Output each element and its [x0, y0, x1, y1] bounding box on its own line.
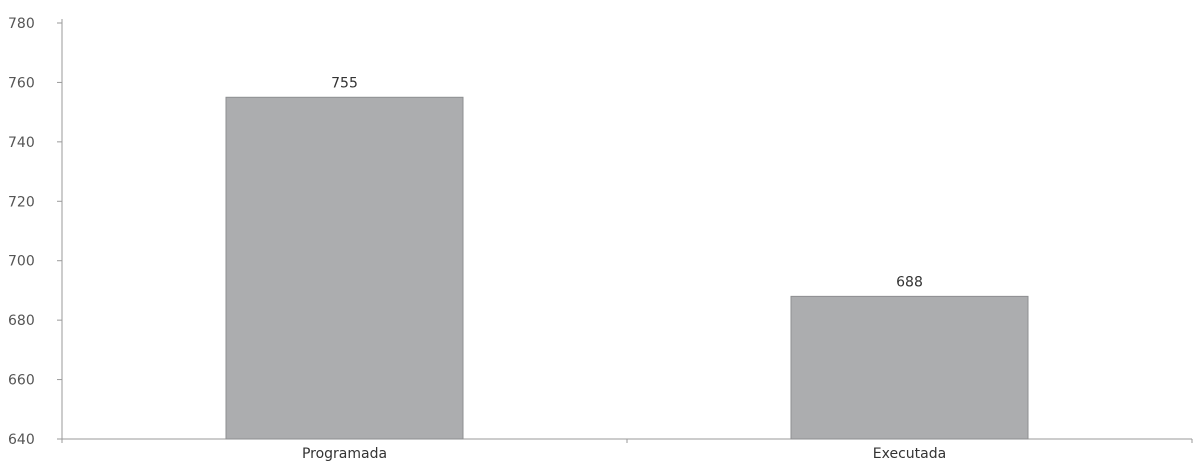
y-tick-label: 720 [8, 194, 35, 210]
y-tick-label: 680 [8, 313, 35, 329]
y-tick-label: 740 [8, 135, 35, 151]
y-axis: 640 660 680 700 720 740 760 780 [8, 16, 62, 448]
y-tick-label: 660 [8, 373, 35, 389]
y-tick-label: 700 [8, 254, 35, 270]
data-label-programada: 755 [331, 75, 358, 91]
category-label-programada: Programada [302, 446, 387, 462]
y-tick-label: 760 [8, 75, 35, 91]
category-label-executada: Executada [873, 446, 946, 462]
bar-programada [226, 97, 463, 439]
bars [226, 97, 1028, 439]
y-tick-label: 780 [8, 16, 35, 32]
data-label-executada: 688 [896, 274, 923, 290]
y-tick-label: 640 [8, 432, 35, 448]
x-axis: Programada Executada [62, 439, 1192, 462]
bar-executada [791, 296, 1028, 439]
